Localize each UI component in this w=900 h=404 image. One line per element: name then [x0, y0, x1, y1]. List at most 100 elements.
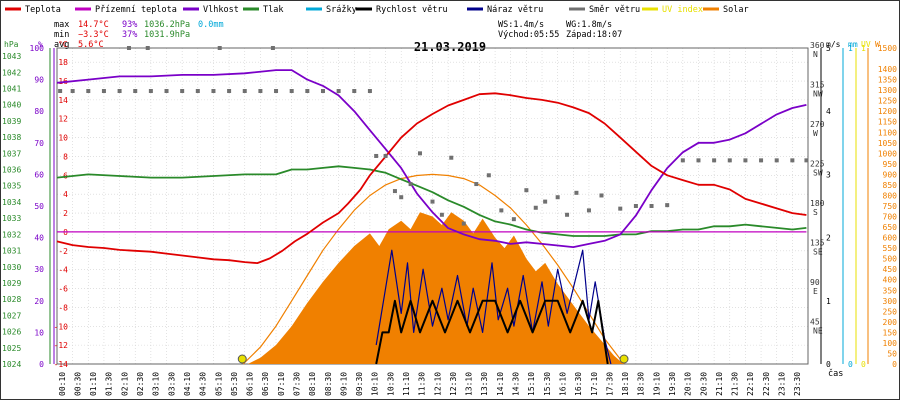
pressure-axis-unit: hPa [4, 40, 19, 49]
x-tick-45: 22:30 [762, 372, 771, 396]
solar-axis-tick-23: 300 [883, 297, 898, 306]
solar-axis-tick-13: 800 [883, 191, 898, 200]
wind-direction-point-29 [408, 182, 413, 187]
x-tick-33: 16:30 [574, 372, 583, 396]
wind-speed-axis-tick-1: 4 [826, 107, 831, 116]
humidity-axis-tick-8: 20 [34, 297, 44, 306]
legend-label-9: Solar [723, 5, 749, 15]
humidity-axis-tick-6: 40 [34, 234, 44, 243]
rain-axis-tick-0: 1 [848, 44, 853, 53]
pressure-axis-tick-15: 1028 [2, 295, 21, 304]
stats-min-hum: 37% [122, 30, 137, 40]
x-tick-9: 04:30 [199, 372, 208, 396]
pressure-axis-tick-8: 1035 [2, 182, 21, 191]
pressure-axis-tick-3: 1040 [2, 101, 21, 110]
stats-box: max 14.7°C 93% 1036.2hPa 0.0mm min −3.3°… [54, 20, 622, 50]
wind-direction-point-6 [148, 89, 153, 94]
pressure-axis-tick-2: 1041 [2, 85, 21, 94]
pressure-axis-tick-12: 1031 [2, 247, 21, 256]
wind-direction-point-52 [696, 158, 701, 163]
series [56, 46, 809, 365]
direction-axis-dir-6: E [813, 287, 818, 296]
solar-axis-tick-11: 900 [883, 170, 898, 179]
wind-direction-point-0 [58, 89, 63, 94]
direction-axis-deg-1: 315 [810, 81, 825, 90]
wind-direction-point-27 [392, 189, 397, 194]
solar-axis-tick-24: 250 [883, 307, 898, 316]
pressure-axis-tick-16: 1027 [2, 311, 21, 320]
pressure-axis-tick-10: 1033 [2, 214, 21, 223]
solar-axis-unit: W [875, 40, 880, 49]
wind-direction-point-4 [117, 89, 122, 94]
temperature-axis-tick-16: -14 [54, 360, 69, 369]
stats-ws: WS:1.4m/s [498, 20, 544, 30]
legend-label-3: Tlak [263, 5, 283, 15]
stats-min-label: min [54, 30, 69, 40]
solar-axis-tick-8: 1050 [878, 139, 897, 148]
wind-direction-point-41 [543, 199, 548, 204]
wind-direction-point-39 [524, 188, 529, 193]
chart-title: 21.03.2019 [414, 40, 486, 54]
series-n-raz-v-tru-line [375, 249, 612, 365]
stats-avg-temp: 5.6°C [78, 40, 104, 50]
wind-direction-point-47 [618, 206, 623, 211]
wind-direction-point-37 [499, 208, 504, 213]
wind-speed-axis-tick-2: 3 [826, 170, 831, 179]
humidity-axis-unit: % [38, 40, 43, 49]
marker-východ [237, 354, 247, 364]
wind-direction-point-25 [374, 153, 379, 158]
wind-direction-point-46 [599, 193, 604, 198]
solar-axis-tick-17: 600 [883, 234, 898, 243]
humidity-axis-tick-9: 10 [34, 328, 44, 337]
direction-axis-deg-6: 90 [810, 278, 820, 287]
x-tick-42: 21:10 [715, 372, 724, 396]
x-tick-37: 18:30 [637, 372, 646, 396]
solar-axis-tick-27: 100 [883, 339, 898, 348]
humidity-axis-tick-5: 50 [34, 202, 44, 211]
x-tick-8: 04:10 [183, 372, 192, 396]
solar-axis-tick-0: 1500 [878, 44, 897, 53]
legend: Teplota Přízemní teplota Vlhkost Tlak Srážky… [5, 5, 749, 15]
solar-axis-tick-16: 650 [883, 223, 898, 232]
wind-direction-point-17 [320, 89, 325, 94]
temperature-axis-tick-3: 12 [58, 115, 68, 124]
wind-direction-point-8 [180, 89, 185, 94]
x-tick-6: 03:10 [152, 372, 161, 396]
x-tick-14: 07:10 [277, 372, 286, 396]
series-teplota-line [56, 92, 807, 264]
pressure-axis-tick-1: 1042 [2, 68, 21, 77]
wind-direction-point-53 [712, 158, 717, 163]
x-tick-28: 14:10 [496, 372, 505, 396]
wind-direction-point-31 [430, 199, 435, 204]
humidity-axis-tick-1: 90 [34, 76, 44, 85]
stats-avg-label: avg [54, 40, 69, 50]
wind-direction-point-36 [486, 173, 491, 178]
pressure-axis-tick-11: 1032 [2, 230, 21, 239]
x-tick-0: 00:10 [58, 372, 67, 396]
stats-max-temp: 14.7°C [78, 20, 109, 30]
pressure-axis-tick-4: 1039 [2, 117, 21, 126]
temperature-axis-tick-10: -2 [58, 247, 68, 256]
solar-axis-tick-10: 950 [883, 160, 898, 169]
x-tick-12: 06:10 [246, 372, 255, 396]
wind-direction-point-58 [790, 158, 795, 163]
wind-direction-point-42 [555, 195, 560, 200]
wind-direction-point-18 [336, 89, 341, 94]
solar-axis-tick-5: 1200 [878, 107, 897, 116]
solar-axis-tick-20: 450 [883, 265, 898, 274]
wind-direction-point-45 [586, 208, 591, 213]
humidity-axis-tick-7: 30 [34, 265, 44, 274]
wind-direction-point-33 [449, 155, 454, 160]
temperature-axis-tick-11: -4 [58, 266, 68, 275]
solar-axis-tick-28: 50 [887, 349, 897, 358]
direction-axis-dir-7: NE [813, 327, 823, 336]
x-tick-25: 12:30 [449, 372, 458, 396]
x-tick-22: 11:10 [402, 372, 411, 396]
wind-direction-point-50 [665, 203, 670, 208]
x-tick-17: 08:30 [324, 372, 333, 396]
wind-direction-point-20 [367, 89, 372, 94]
marker-západ [619, 354, 629, 364]
temperature-axis-tick-4: 10 [58, 134, 68, 143]
wind-direction-point-3 [101, 89, 106, 94]
